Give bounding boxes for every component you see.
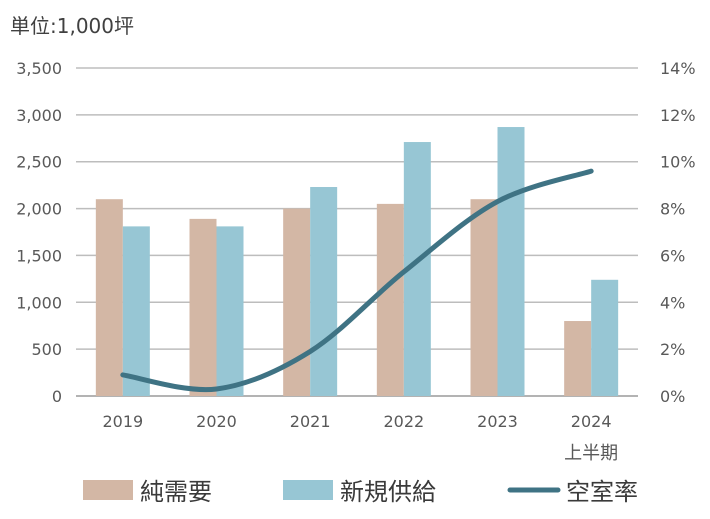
legend-swatch-new-supply (283, 480, 333, 500)
left-tick-label: 3,000 (16, 106, 62, 125)
vacancy-line-series (120, 168, 594, 393)
right-tick-label: 2% (660, 340, 685, 359)
x-tick-label: 2021 (290, 412, 331, 431)
unit-label: 単位:1,000坪 (10, 14, 134, 38)
legend: 純需要 新規供給 空室率 (83, 478, 638, 506)
bar-new-supply-2020 (216, 226, 244, 396)
legend-swatch-net-demand (83, 480, 133, 500)
right-tick-label: 6% (660, 246, 685, 265)
x-tick-label: 2022 (383, 412, 424, 431)
bar-net-demand-2022 (376, 203, 404, 396)
x-tick-label: 2020 (196, 412, 237, 431)
left-tick-label: 1,000 (16, 293, 62, 312)
left-tick-label: 0 (52, 387, 62, 406)
bar-new-supply-2019 (122, 226, 150, 396)
bar-net-demand-2020 (189, 218, 217, 396)
x-tick-label: 2023 (477, 412, 518, 431)
left-axis-ticks: 0 500 1,000 1,500 2,000 2,500 3,000 3,500 (16, 59, 62, 406)
x-tick-label: 2019 (102, 412, 143, 431)
legend-label-new-supply: 新規供給 (340, 478, 436, 506)
bar-new-supply-2024 (591, 279, 619, 396)
bar-series (95, 127, 619, 396)
left-tick-label: 500 (31, 340, 62, 359)
x-axis-labels: 2019 2020 2021 2022 2023 2024 上半期 (102, 412, 618, 464)
left-tick-label: 3,500 (16, 59, 62, 78)
bar-net-demand-2023 (470, 199, 498, 396)
left-tick-label: 2,500 (16, 153, 62, 172)
bar-new-supply-2021 (310, 187, 338, 396)
right-tick-label: 0% (660, 387, 685, 406)
right-tick-label: 10% (660, 153, 696, 172)
right-tick-label: 12% (660, 106, 696, 125)
right-tick-label: 8% (660, 200, 685, 219)
bar-new-supply-2023 (497, 127, 525, 396)
x-tick-sublabel: 上半期 (564, 443, 618, 464)
legend-label-vacancy-rate: 空室率 (566, 478, 638, 506)
gridlines (76, 67, 638, 397)
legend-label-net-demand: 純需要 (140, 478, 212, 506)
right-tick-label: 14% (660, 59, 696, 78)
bar-net-demand-2024 (564, 321, 592, 396)
bar-net-demand-2021 (283, 208, 311, 396)
x-tick-label: 2024 (571, 412, 612, 431)
vacancy-rate-line (120, 168, 594, 393)
right-axis-ticks: 0% 2% 4% 6% 8% 10% 12% 14% (660, 59, 696, 406)
bar-net-demand-2019 (95, 199, 123, 396)
right-tick-label: 4% (660, 293, 685, 312)
left-tick-label: 2,000 (16, 200, 62, 219)
left-tick-label: 1,500 (16, 246, 62, 265)
